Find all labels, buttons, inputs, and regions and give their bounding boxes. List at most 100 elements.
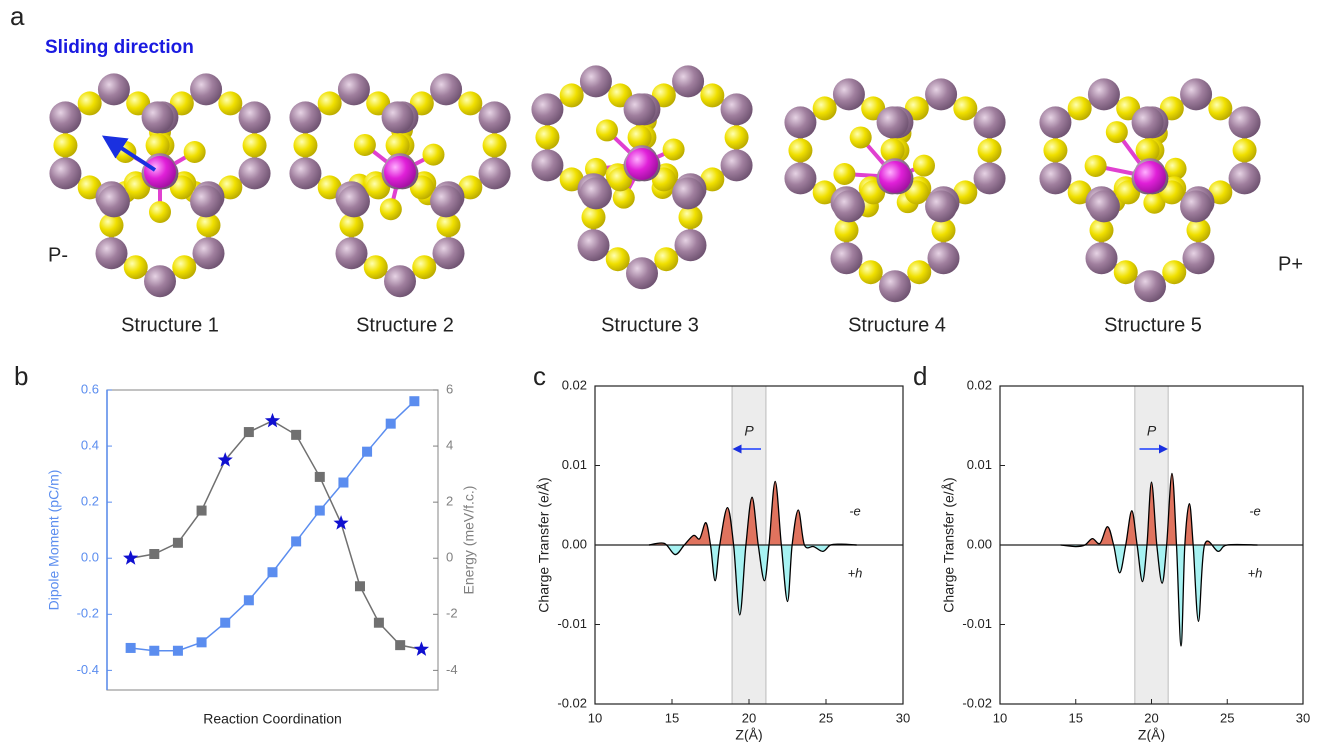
atom <box>953 96 977 120</box>
atom <box>336 237 368 269</box>
atom <box>925 78 957 110</box>
y-tick-label: 0.2 <box>81 494 99 509</box>
square-marker <box>220 618 230 628</box>
y-axis-title: Charge Transfer (e/Å) <box>941 477 957 612</box>
atom <box>1132 106 1164 138</box>
square-marker <box>244 427 254 437</box>
atom <box>974 162 1006 194</box>
y2-tick-label: -4 <box>446 662 458 677</box>
square-marker <box>355 581 365 591</box>
x-tick-label: 20 <box>742 710 756 725</box>
square-marker <box>338 478 348 488</box>
atom <box>190 185 222 217</box>
atom <box>1134 161 1166 193</box>
atom <box>1114 260 1138 284</box>
atom <box>531 93 563 125</box>
square-marker <box>149 646 159 656</box>
atom <box>674 229 706 261</box>
atom <box>725 125 749 149</box>
y-tick-label: -0.2 <box>77 606 99 621</box>
x-tick-label: 10 <box>588 710 602 725</box>
atom <box>1233 138 1257 162</box>
atom <box>850 126 872 148</box>
x-tick-label: 25 <box>1220 710 1234 725</box>
atom <box>879 161 911 193</box>
x-tick-label: 25 <box>819 710 833 725</box>
atom <box>721 149 753 181</box>
atom <box>364 255 388 279</box>
atom <box>144 156 176 188</box>
atom <box>1182 242 1214 274</box>
atom <box>338 73 370 105</box>
plot-frame <box>107 390 438 690</box>
atom <box>124 255 148 279</box>
panel-label: d <box>913 361 927 391</box>
atom <box>239 157 271 189</box>
atom <box>293 133 317 157</box>
page: {"panel_labels": ["a", "b", "c", "d"], "… <box>0 0 1317 742</box>
atom <box>78 91 102 115</box>
atom <box>239 101 271 133</box>
atom <box>412 255 436 279</box>
structure-label: Structure 5 <box>1104 314 1202 336</box>
y-tick-label: -0.01 <box>962 616 992 631</box>
atom <box>784 162 816 194</box>
atom <box>974 106 1006 138</box>
atom <box>458 91 482 115</box>
atom <box>859 260 883 284</box>
x-tick-label: 30 <box>1296 710 1310 725</box>
atom <box>479 157 511 189</box>
atom <box>978 138 1002 162</box>
atom <box>1106 121 1128 143</box>
y-tick-label: 0.6 <box>81 381 99 396</box>
atom <box>721 93 753 125</box>
atom <box>98 185 130 217</box>
atom <box>218 91 242 115</box>
annotation: P <box>1147 423 1157 439</box>
figure: a b c d Sliding direction P- P+ Structur… <box>0 0 1317 742</box>
atom <box>927 242 959 274</box>
square-marker <box>173 646 183 656</box>
y-tick-label: 0.01 <box>967 457 992 472</box>
x-axis-title: Z(Å) <box>735 727 762 742</box>
square-marker <box>291 536 301 546</box>
square-marker <box>173 538 183 548</box>
atom <box>1088 190 1120 222</box>
x-tick-label: 15 <box>665 710 679 725</box>
atom <box>184 141 206 163</box>
y-tick-label: 0.4 <box>81 438 99 453</box>
sliding-title: Sliding direction <box>45 37 194 58</box>
atom <box>535 125 559 149</box>
atom <box>531 149 563 181</box>
square-marker <box>362 447 372 457</box>
atom <box>1162 260 1186 284</box>
atom <box>354 134 376 156</box>
atom <box>560 83 584 107</box>
square-marker <box>315 472 325 482</box>
structure-label: Structure 4 <box>848 314 946 336</box>
atom <box>606 247 630 271</box>
square-marker <box>315 506 325 516</box>
polarity-label: P+ <box>1278 253 1303 275</box>
atom <box>913 155 935 177</box>
atom <box>788 138 812 162</box>
atom <box>654 247 678 271</box>
y2-tick-label: 0 <box>446 550 453 565</box>
atom <box>672 177 704 209</box>
atom <box>289 157 321 189</box>
atom <box>663 139 685 161</box>
atom <box>432 237 464 269</box>
atom <box>380 198 402 220</box>
atom <box>243 133 267 157</box>
panel-label: b <box>14 361 28 391</box>
y-axis-title: Dipole Moment (pC/m) <box>46 470 62 611</box>
atom <box>580 177 612 209</box>
atom <box>1068 96 1092 120</box>
atom <box>580 65 612 97</box>
atom <box>338 185 370 217</box>
atom <box>142 101 174 133</box>
atom <box>422 144 444 166</box>
y-tick-label: 0.00 <box>562 536 587 551</box>
y-tick-label: 0.00 <box>967 536 992 551</box>
square-marker <box>244 595 254 605</box>
